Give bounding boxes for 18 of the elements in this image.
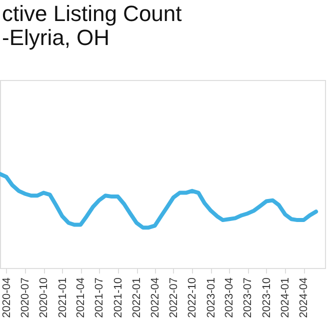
x-tick-label: 2022-07 [168, 278, 180, 318]
x-tick-label: 2023-07 [242, 278, 254, 318]
x-tick-label: 2022-10 [186, 278, 199, 318]
x-tick-label: 2023-10 [260, 278, 273, 318]
x-tick-label: 2021-07 [94, 278, 106, 318]
x-tick-label: 2022-04 [149, 278, 162, 318]
x-tick-label: 2021-01 [56, 278, 69, 318]
x-tick-label: 2023-01 [205, 278, 218, 318]
x-tick-label: 2020-10 [38, 278, 50, 318]
chart-title: ctive Listing Count -Elyria, OH [2, 1, 182, 50]
x-tick-label: 2023-04 [224, 278, 236, 318]
x-tick-label: 2021-04 [75, 278, 88, 318]
x-tick-label: 2022-01 [131, 278, 144, 318]
x-tick-label: 2024-04 [298, 278, 310, 318]
x-tick-label: 2021-10 [112, 278, 124, 318]
x-tick-label: 2020-04 [0, 278, 13, 318]
x-tick-label: 2020-07 [19, 278, 32, 318]
x-tick-label: 2024-01 [280, 278, 292, 318]
